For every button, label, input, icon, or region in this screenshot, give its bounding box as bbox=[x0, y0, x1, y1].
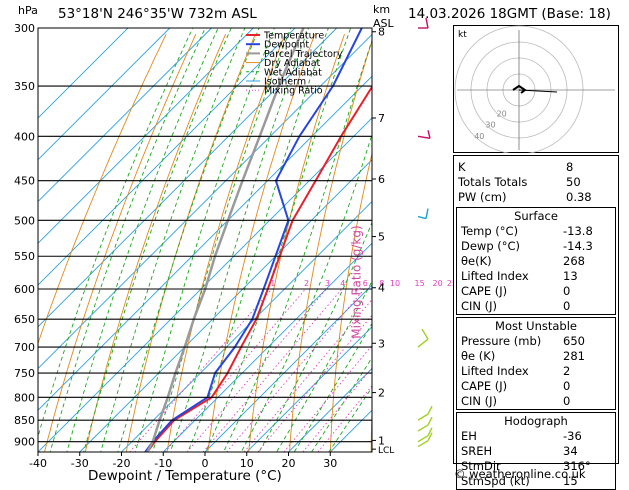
x-tick-label: -30 bbox=[71, 457, 89, 470]
surface-theta-row: θe(K)268 bbox=[457, 254, 615, 269]
mixing-ratio-axis-title: Mixing Ratio (g/kg) bbox=[350, 225, 364, 338]
wind-barb-850 bbox=[418, 406, 432, 420]
mixing-ratio-line bbox=[227, 289, 365, 452]
pressure-tick-label: 450 bbox=[14, 175, 35, 188]
wind-barb-staff bbox=[418, 339, 428, 347]
mixing-ratio-label: 1 bbox=[270, 279, 275, 288]
mu-pressure-row: Pressure (mb)650 bbox=[457, 334, 615, 349]
pressure-tick-label: 300 bbox=[14, 22, 35, 35]
mixing-ratio-line bbox=[303, 289, 437, 452]
km-tick-label: 3 bbox=[378, 337, 385, 350]
km-tick-label: 6 bbox=[378, 173, 385, 186]
wind-barb-500 bbox=[418, 209, 428, 219]
dewpoint-line bbox=[145, 28, 361, 452]
x-tick-label: 30 bbox=[323, 457, 337, 470]
km-tick-label: 2 bbox=[378, 387, 385, 400]
most-unstable-section: Most Unstable Pressure (mb)650 θe (K)281… bbox=[456, 317, 616, 410]
mixing-ratio-line bbox=[258, 289, 394, 452]
pressure-tick-label: 600 bbox=[14, 283, 35, 296]
mixing-ratio-label: 2 bbox=[304, 279, 309, 288]
legend-label: Mixing Ratio bbox=[264, 86, 323, 97]
mixing-ratio-label: 15 bbox=[415, 279, 425, 288]
km-tick-label: 4 bbox=[378, 282, 385, 295]
dry-adiabat-line bbox=[126, 34, 255, 452]
mixing-ratio-label: 4 bbox=[340, 279, 345, 288]
wind-barb-300 bbox=[418, 18, 428, 28]
mixing-ratio-line bbox=[203, 289, 342, 452]
x-tick-label: -40 bbox=[29, 457, 47, 470]
surface-cape-row: CAPE (J)0 bbox=[457, 284, 615, 299]
km-tick-label: 7 bbox=[378, 112, 385, 125]
dry-adiabat-line bbox=[4, 34, 166, 452]
hodograph-stats-title: Hodograph bbox=[457, 413, 615, 429]
wind-barb-flag bbox=[428, 417, 432, 425]
wind-barb-flag bbox=[426, 209, 428, 219]
x-tick-label: 20 bbox=[282, 457, 296, 470]
surface-cin-row: CIN (J)0 bbox=[457, 299, 615, 314]
pw-row: PW (cm)0.38 bbox=[454, 190, 618, 205]
km-tick-label: 8 bbox=[378, 26, 385, 39]
pressure-tick-label: 500 bbox=[14, 214, 35, 227]
surface-dewp-row: Dewp (°C)-14.3 bbox=[457, 239, 615, 254]
dry-adiabat-line bbox=[45, 34, 196, 452]
wind-barb-flag bbox=[428, 406, 432, 414]
mixing-ratio-line bbox=[130, 289, 272, 452]
wind-barb-flag bbox=[426, 18, 428, 28]
hodograph-ring-label: 30 bbox=[485, 121, 495, 130]
pressure-tick-label: 850 bbox=[14, 414, 35, 427]
hodograph-ring-label: 20 bbox=[497, 109, 507, 118]
pressure-tick-label: 700 bbox=[14, 341, 35, 354]
mu-cape-row: CAPE (J)0 bbox=[457, 379, 615, 394]
mixing-ratio-line bbox=[318, 289, 451, 452]
mixing-ratio-label: 10 bbox=[390, 279, 400, 288]
km-tick-label: LCL bbox=[378, 446, 394, 456]
mixing-ratio-label: 3 bbox=[325, 279, 330, 288]
pressure-tick-label: 750 bbox=[14, 367, 35, 380]
wind-barb-staff bbox=[418, 136, 430, 138]
pressure-tick-label: 800 bbox=[14, 391, 35, 404]
km-tick-label: 5 bbox=[378, 231, 385, 244]
wet-adiabat-line bbox=[92, 22, 248, 482]
surface-section: Surface Temp (°C)-13.8 Dewp (°C)-14.3 θe… bbox=[456, 207, 616, 315]
wind-barb-staff bbox=[418, 425, 428, 431]
pressure-tick-label: 650 bbox=[14, 313, 35, 326]
wind-barb-400 bbox=[418, 130, 430, 138]
mu-cin-row: CIN (J)0 bbox=[457, 394, 615, 409]
copyright-footer[interactable]: © weatheronline.co.uk bbox=[454, 467, 586, 481]
surface-title: Surface bbox=[457, 208, 615, 224]
mixing-ratio-label: 20 bbox=[433, 279, 443, 288]
mu-theta-row: θe (K)281 bbox=[457, 349, 615, 364]
eh-row: EH-36 bbox=[457, 429, 615, 444]
pressure-tick-label: 400 bbox=[14, 130, 35, 143]
pressure-tick-label: 550 bbox=[14, 250, 35, 263]
x-axis-title: Dewpoint / Temperature (°C) bbox=[88, 468, 282, 484]
dry-adiabat-line bbox=[330, 34, 404, 452]
hodograph-kt-label: kt bbox=[458, 30, 467, 40]
most-unstable-title: Most Unstable bbox=[457, 318, 615, 334]
surface-temp-row: Temp (°C)-13.8 bbox=[457, 224, 615, 239]
pressure-tick-label: 350 bbox=[14, 80, 35, 93]
hodograph-ring-label: 40 bbox=[474, 132, 484, 141]
wind-barb-flag bbox=[428, 130, 430, 138]
wind-barb-staff bbox=[418, 217, 426, 219]
pressure-tick-label: 900 bbox=[14, 436, 35, 449]
wind-barb-flag bbox=[422, 329, 428, 339]
wind-barb-700 bbox=[418, 329, 428, 347]
wind-barb-staff bbox=[418, 414, 428, 420]
